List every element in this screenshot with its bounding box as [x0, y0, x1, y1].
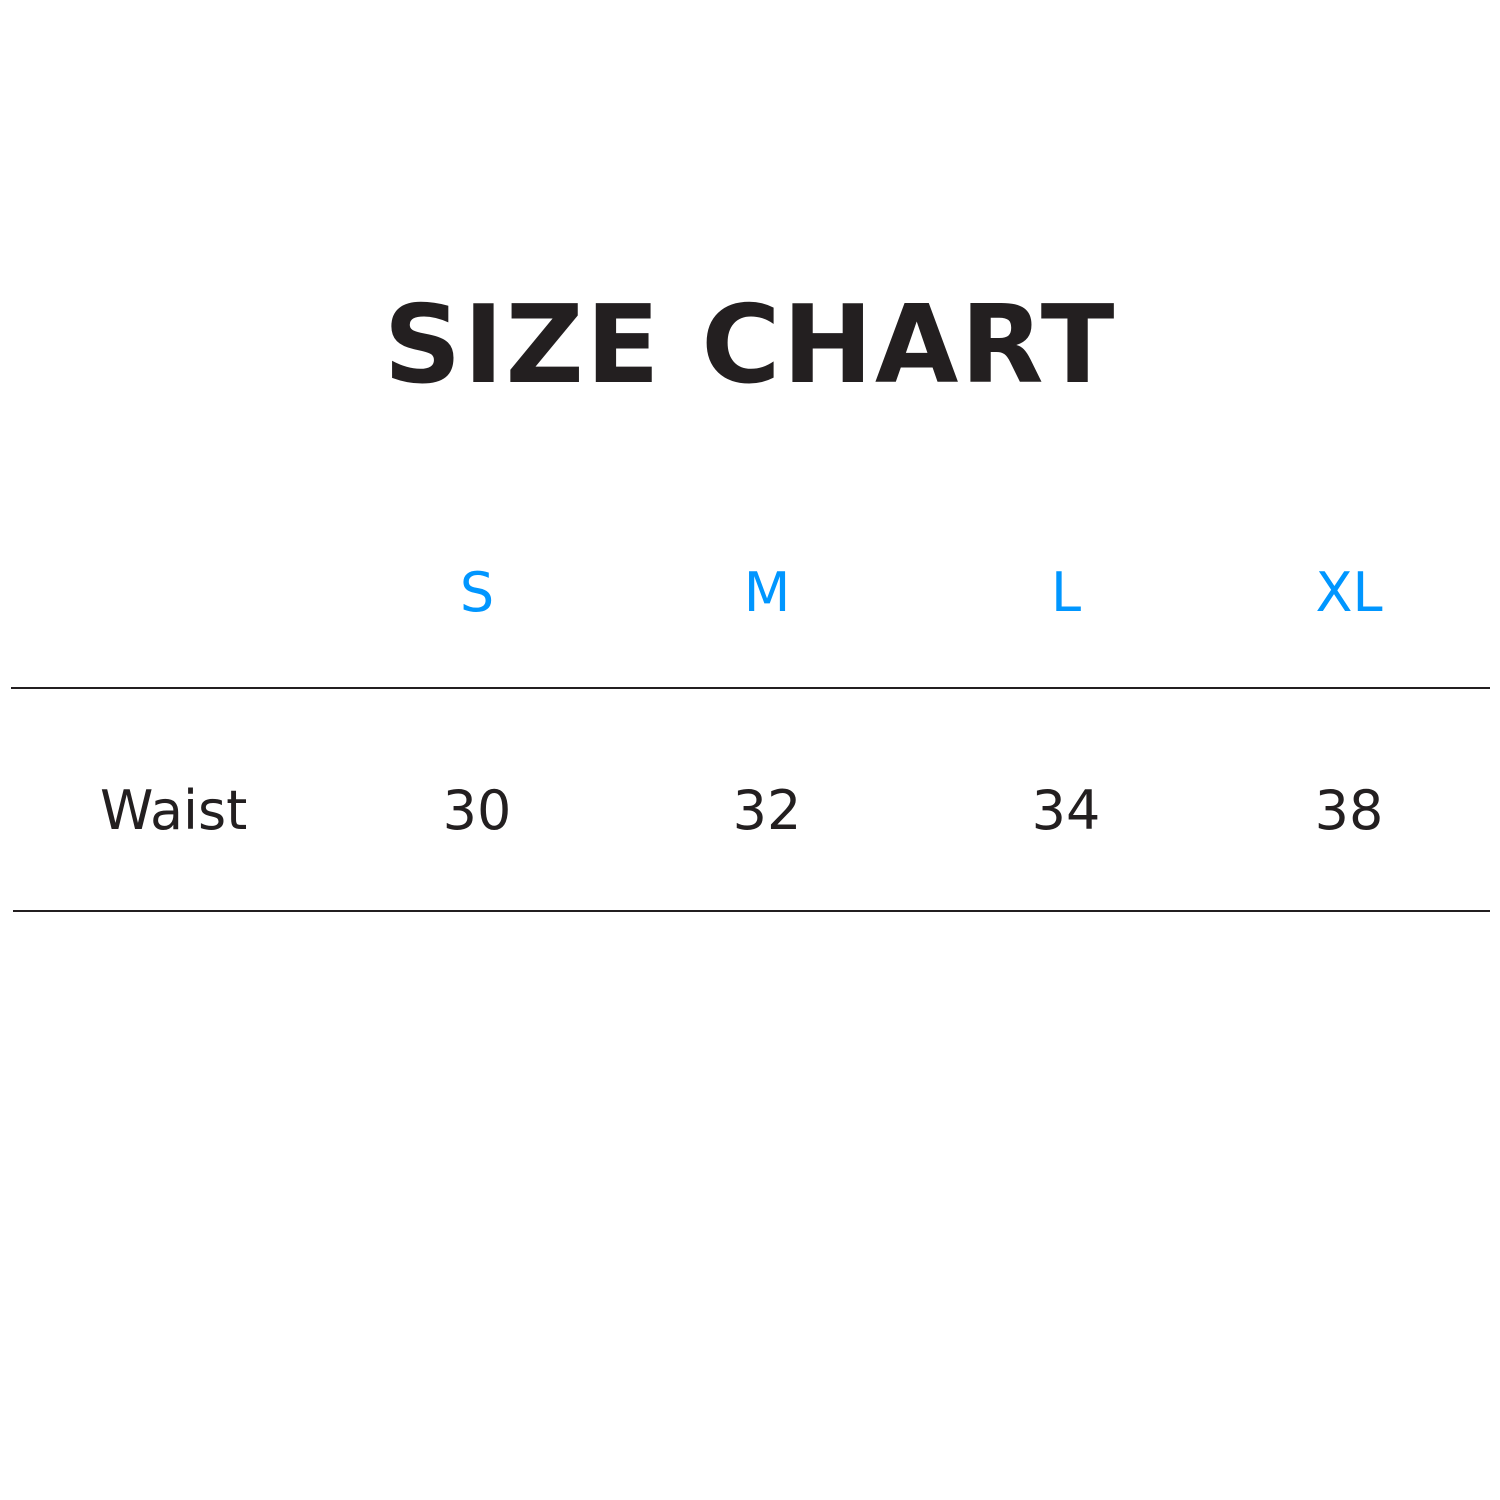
cell-l: 34	[1031, 779, 1101, 842]
cell-m: 32	[732, 779, 802, 842]
column-header-xl: XL	[1315, 561, 1383, 624]
row-divider	[13, 910, 1490, 912]
page-title: SIZE CHART	[383, 283, 1117, 408]
header-divider	[11, 687, 1490, 689]
column-header-l: L	[1050, 561, 1082, 624]
column-header-m: M	[743, 561, 791, 624]
row-label: Waist	[100, 779, 248, 842]
cell-xl: 38	[1314, 779, 1384, 842]
column-header-s: S	[459, 561, 495, 624]
cell-s: 30	[442, 779, 512, 842]
